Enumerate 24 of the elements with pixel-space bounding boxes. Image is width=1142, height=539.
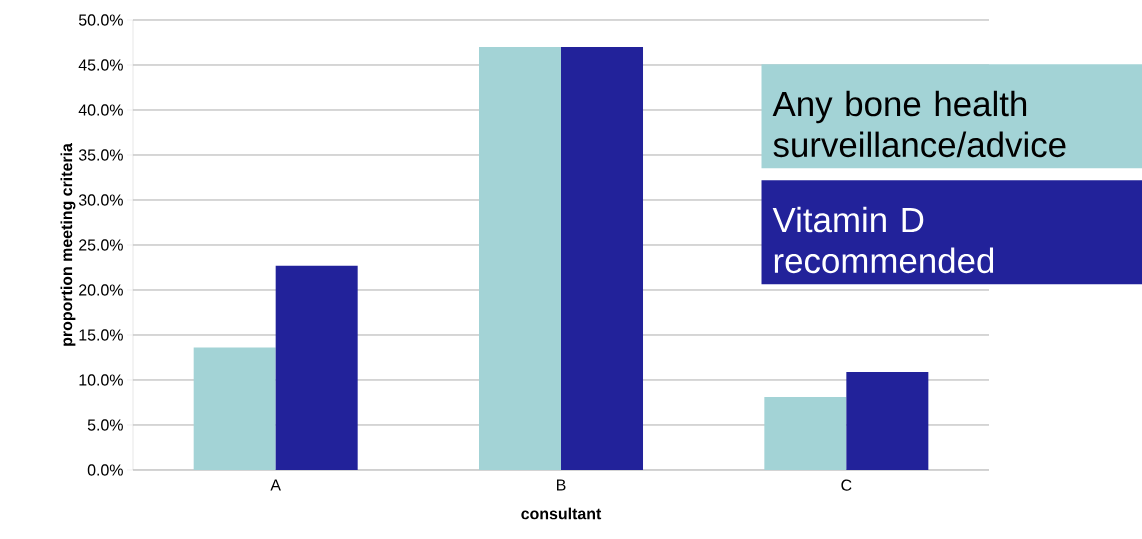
text: Any bone health surveillance/advice	[772, 90, 1066, 158]
x-tick-label: A	[270, 479, 281, 491]
bar	[275, 265, 358, 470]
bar	[846, 371, 929, 470]
y-tick-label: 50.0%	[78, 14, 123, 26]
y-tick-label: 25.0%	[79, 239, 123, 251]
y-tick-label: 45.0%	[78, 59, 123, 71]
y-tick-label: 5.0%	[87, 419, 123, 431]
x-tick-label: C	[841, 479, 852, 491]
text: Vitamin D recommended	[772, 206, 994, 274]
bar	[479, 46, 562, 470]
y-tick-label: 20.0%	[79, 284, 123, 296]
y-tick-label: 30.0%	[78, 194, 123, 206]
bar	[561, 46, 644, 470]
bar	[193, 347, 276, 470]
y-tick-label: 0.0%	[87, 464, 123, 476]
x-tick-label: B	[557, 479, 566, 491]
y-tick-label: 10.0%	[79, 374, 123, 386]
x-axis-title: consultant	[521, 507, 602, 520]
y-tick-label: 35.0%	[78, 149, 123, 161]
y-tick-label: 15.0%	[79, 329, 123, 341]
y-axis-title: proportion meeting criteria	[60, 143, 76, 346]
bar	[764, 397, 847, 470]
y-tick-label: 40.0%	[78, 104, 123, 116]
